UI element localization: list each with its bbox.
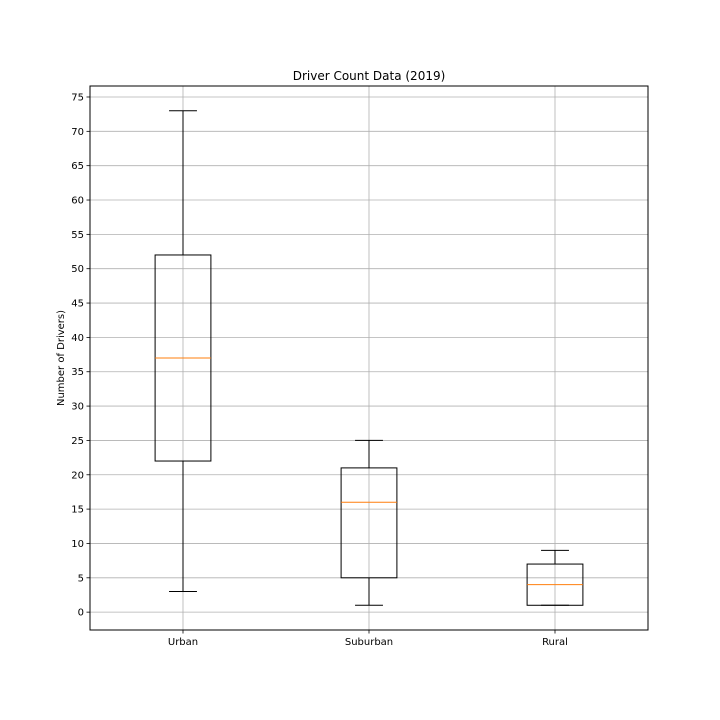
y-tick-label: 45 [71, 299, 84, 310]
iqr-box [340, 467, 398, 579]
x-tick-label-urban: Urban [168, 637, 198, 648]
y-tick-label: 20 [71, 470, 84, 481]
y-tick-label: 30 [71, 402, 84, 413]
y-tick-label: 35 [71, 367, 84, 378]
x-axis-ticks: Urban Suburban Rural [168, 630, 568, 648]
y-tick-label: 75 [71, 92, 84, 103]
x-tick-label-rural: Rural [542, 637, 568, 648]
x-tick-label-suburban: Suburban [345, 637, 393, 648]
y-tick-label: 60 [71, 196, 84, 207]
y-axis-label: Number of Drivers) [56, 310, 67, 406]
y-tick-label: 50 [71, 264, 84, 275]
y-tick-label: 5 [78, 573, 84, 584]
box-rural [526, 549, 584, 606]
y-tick-label: 10 [71, 539, 84, 550]
y-tick-label: 15 [71, 505, 84, 516]
y-axis-ticks: 0 5 10 15 20 25 30 35 40 45 50 55 60 65 70 75 [71, 92, 90, 619]
y-tick-label: 40 [71, 333, 84, 344]
box-urban [154, 110, 212, 593]
box-suburban [340, 439, 398, 606]
y-tick-label: 70 [71, 127, 84, 138]
y-tick-label: 65 [71, 161, 84, 172]
y-tick-label: 25 [71, 436, 84, 447]
box-elements [154, 110, 584, 606]
y-tick-label: 55 [71, 230, 84, 241]
chart-title: Driver Count Data (2019) [293, 69, 446, 83]
y-tick-label: 0 [78, 608, 84, 619]
